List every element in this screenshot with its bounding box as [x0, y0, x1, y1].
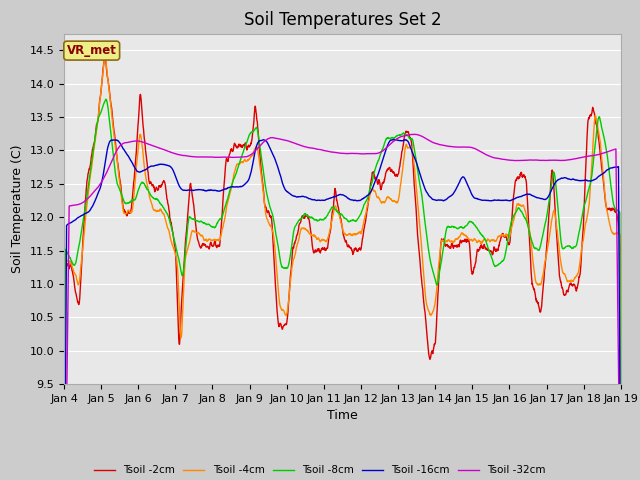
Tsoil -32cm — [216, 155, 223, 160]
Tsoil -32cm — [568, 156, 575, 162]
Tsoil -8cm — [102, 96, 109, 102]
Line: Tsoil -8cm: Tsoil -8cm — [64, 99, 621, 480]
Tsoil -4cm — [568, 278, 575, 284]
Tsoil -16cm — [216, 188, 223, 194]
Tsoil -32cm — [371, 151, 378, 156]
Line: Tsoil -32cm: Tsoil -32cm — [64, 134, 621, 480]
Tsoil -32cm — [410, 132, 418, 137]
Tsoil -2cm — [568, 282, 575, 288]
Tsoil -8cm — [568, 245, 575, 251]
Text: VR_met: VR_met — [67, 44, 116, 57]
Tsoil -4cm — [371, 188, 379, 194]
Tsoil -8cm — [359, 206, 367, 212]
Tsoil -16cm — [584, 178, 591, 183]
Tsoil -16cm — [371, 180, 378, 186]
Tsoil -32cm — [504, 157, 512, 163]
Tsoil -2cm — [101, 55, 109, 60]
Tsoil -16cm — [504, 198, 512, 204]
Line: Tsoil -16cm: Tsoil -16cm — [64, 140, 621, 480]
Line: Tsoil -4cm: Tsoil -4cm — [64, 57, 621, 480]
Tsoil -2cm — [584, 130, 591, 135]
Tsoil -2cm — [371, 174, 379, 180]
X-axis label: Time: Time — [327, 409, 358, 422]
Tsoil -4cm — [101, 54, 109, 60]
Line: Tsoil -2cm: Tsoil -2cm — [64, 58, 621, 480]
Tsoil -16cm — [390, 137, 397, 143]
Tsoil -8cm — [371, 168, 379, 173]
Tsoil -16cm — [568, 177, 575, 182]
Tsoil -8cm — [584, 192, 591, 198]
Tsoil -2cm — [504, 240, 512, 246]
Tsoil -4cm — [359, 225, 367, 230]
Tsoil -4cm — [584, 213, 591, 218]
Tsoil -16cm — [358, 196, 366, 202]
Legend: Tsoil -2cm, Tsoil -4cm, Tsoil -8cm, Tsoil -16cm, Tsoil -32cm: Tsoil -2cm, Tsoil -4cm, Tsoil -8cm, Tsoi… — [90, 461, 550, 480]
Tsoil -4cm — [504, 234, 512, 240]
Y-axis label: Soil Temperature (C): Soil Temperature (C) — [11, 144, 24, 273]
Tsoil -4cm — [216, 237, 223, 243]
Tsoil -32cm — [358, 151, 366, 157]
Tsoil -8cm — [504, 234, 512, 240]
Tsoil -2cm — [216, 243, 223, 249]
Title: Soil Temperatures Set 2: Soil Temperatures Set 2 — [244, 11, 441, 29]
Tsoil -32cm — [584, 154, 591, 159]
Tsoil -8cm — [216, 217, 223, 223]
Tsoil -2cm — [359, 235, 367, 241]
